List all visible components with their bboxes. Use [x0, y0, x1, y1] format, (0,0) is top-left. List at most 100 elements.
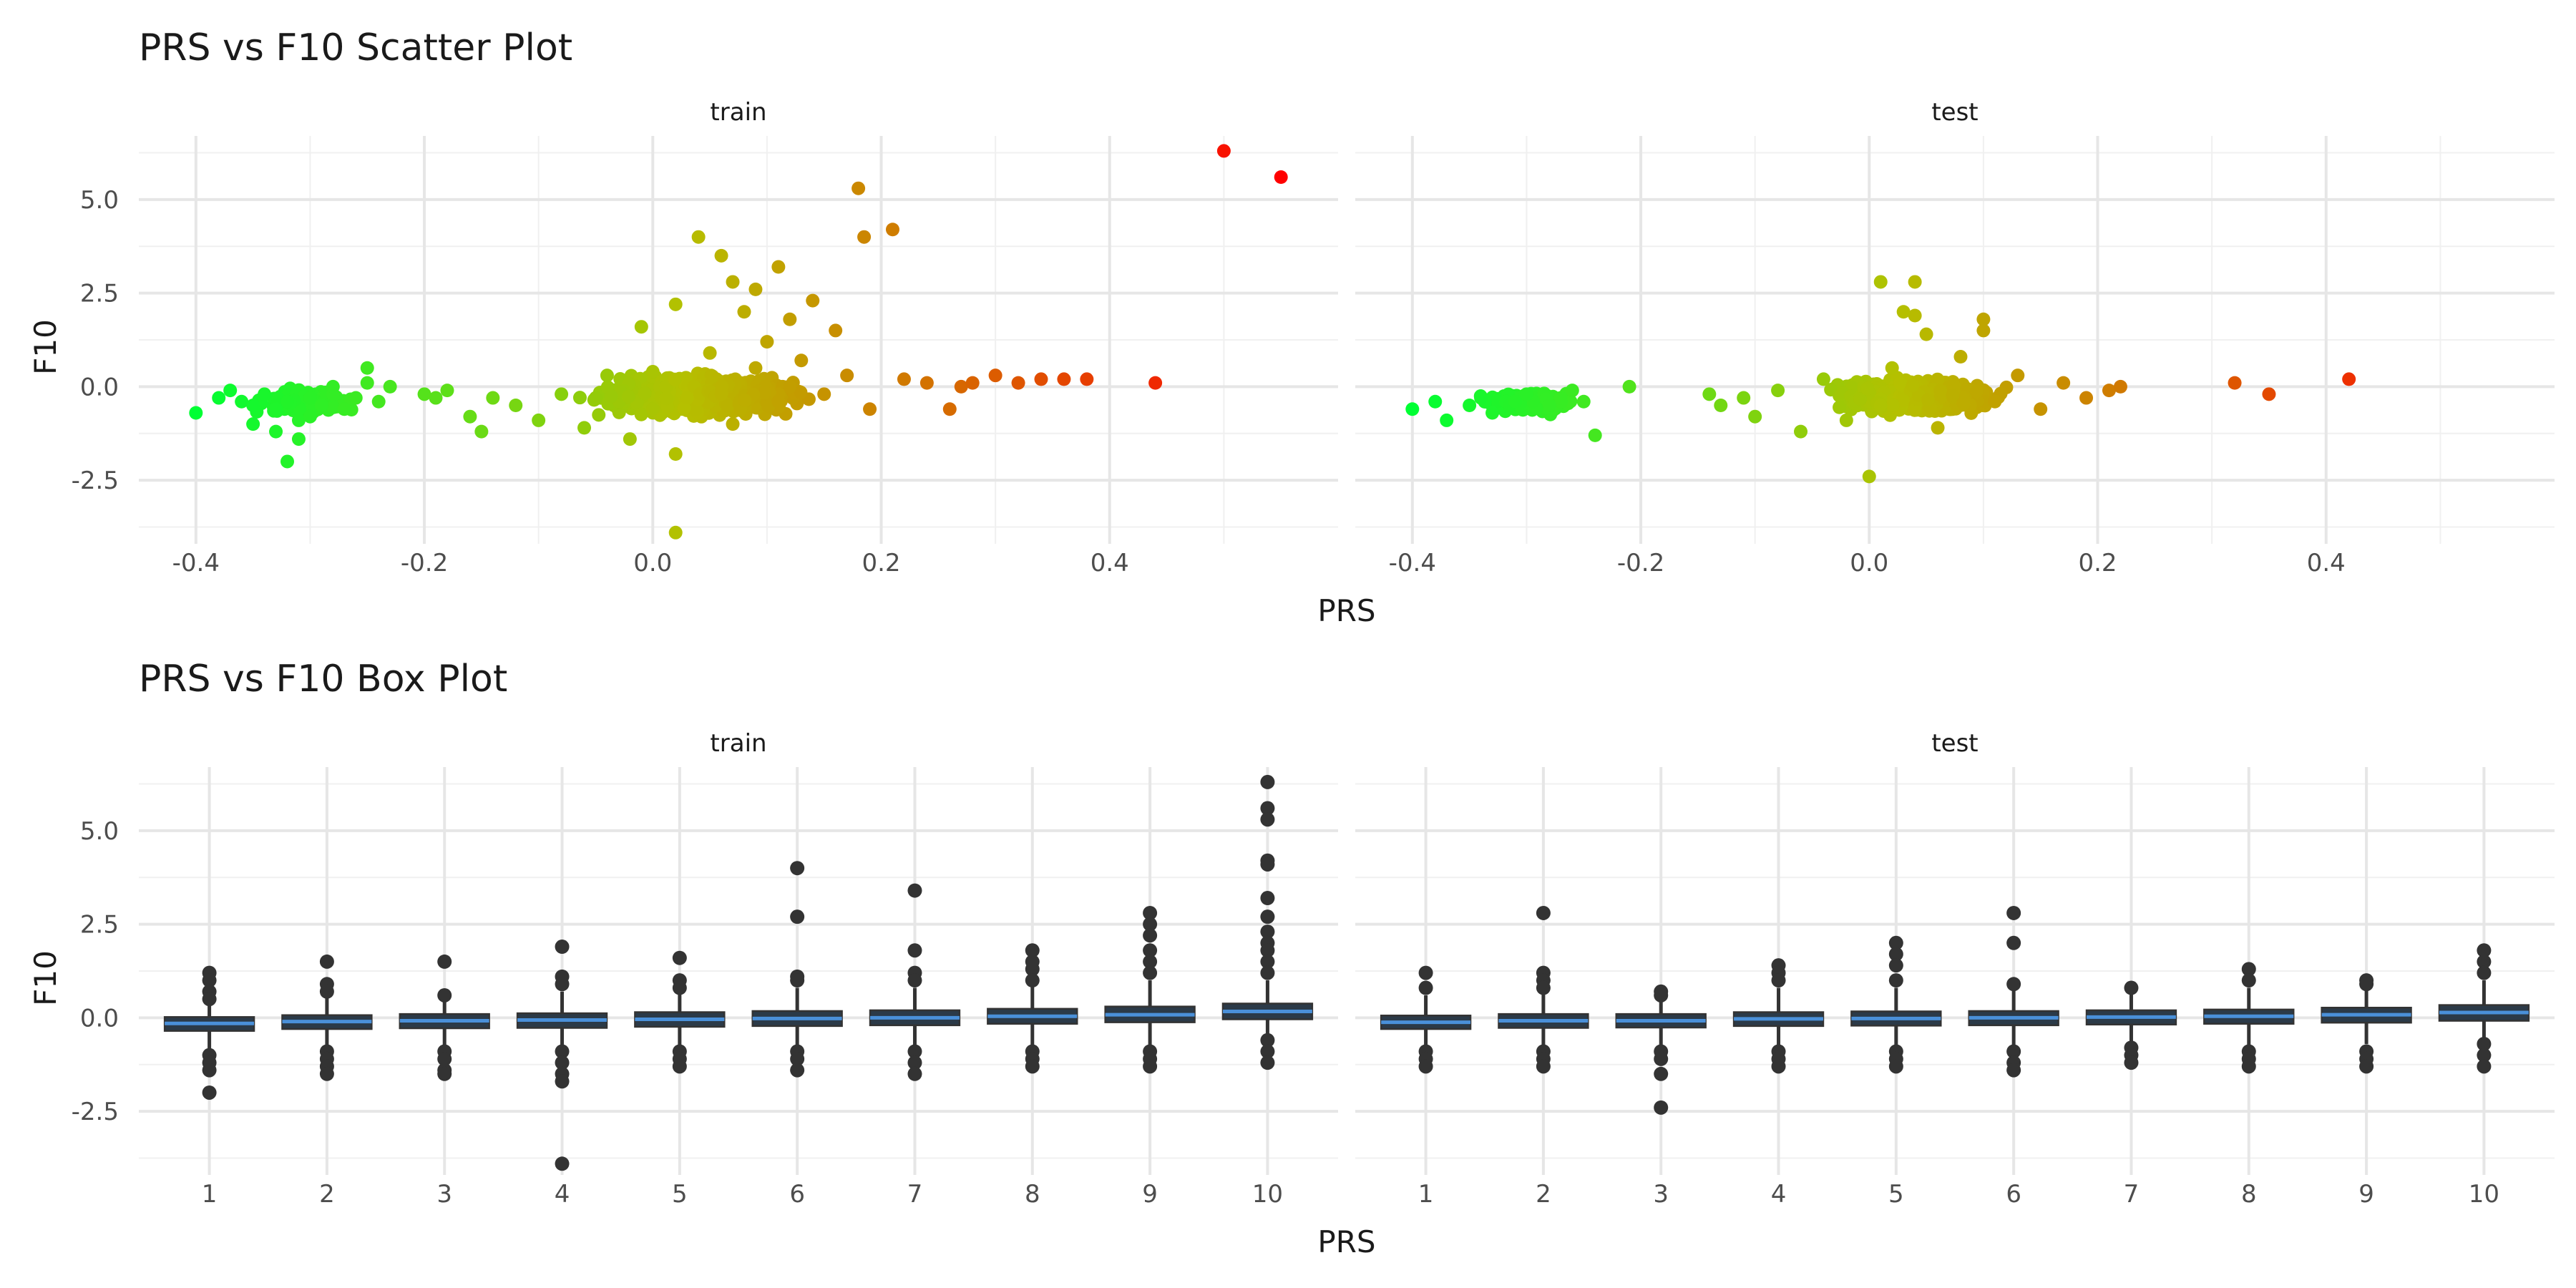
scatter-point — [668, 372, 682, 386]
outlier-point — [1260, 909, 1275, 924]
outlier-point — [1654, 1051, 1669, 1066]
x-tick-label: 9 — [1142, 1180, 1158, 1209]
outlier-point — [2241, 962, 2256, 977]
scatter-point — [1034, 372, 1048, 386]
scatter-point — [634, 407, 648, 421]
scatter-point — [1737, 391, 1751, 405]
scatter-point — [1771, 384, 1785, 398]
scatter-point — [638, 386, 652, 401]
scatter-point — [1956, 391, 1970, 405]
scatter-point — [555, 387, 569, 401]
box-6 — [1968, 905, 2059, 1078]
x-tick-label: -0.4 — [172, 549, 220, 577]
scatter-point — [1748, 409, 1762, 424]
outlier-point — [1025, 962, 1040, 977]
scatter-point — [246, 417, 260, 431]
outlier-point — [1260, 1033, 1275, 1048]
scatter-x-axis-label: PRS — [1317, 593, 1375, 628]
outlier-point — [2124, 980, 2139, 995]
scatter-point — [463, 409, 477, 424]
box-plot: 1 2 3 4 5 6 7 8 9 10 1 2 3 4 5 6 7 8 9 10 -2.5 0.0 2.5 5.0 — [72, 767, 2555, 1209]
scatter-point — [1873, 275, 1888, 289]
scatter-point — [659, 391, 673, 406]
outlier-point — [1143, 905, 1158, 920]
x-tick-label: 6 — [789, 1180, 805, 1209]
outlier-point — [1025, 1059, 1040, 1074]
outlier-point — [555, 1156, 570, 1171]
scatter-point — [1862, 469, 1876, 484]
scatter-point — [1576, 394, 1591, 409]
scatter-point — [817, 387, 831, 401]
scatter-point — [429, 391, 443, 405]
x-tick-label: 9 — [2358, 1180, 2374, 1209]
scatter-point — [1553, 391, 1568, 405]
scatter-point — [303, 409, 317, 424]
scatter-point — [360, 361, 374, 375]
scatter-point — [1885, 361, 1899, 375]
scatter-point — [189, 406, 203, 420]
scatter-point — [1946, 388, 1960, 402]
outlier-point — [2477, 1048, 2492, 1063]
outlier-point — [555, 940, 570, 955]
outlier-point — [437, 987, 452, 1002]
outlier-point — [1418, 980, 1433, 995]
scatter-point — [212, 391, 226, 405]
scatter-point — [726, 275, 740, 289]
scatter-point — [1588, 428, 1602, 442]
scatter-point — [532, 413, 546, 427]
outlier-point — [1025, 943, 1040, 958]
outlier-point — [1536, 905, 1551, 920]
scatter-point — [291, 413, 306, 427]
scatter-point — [474, 424, 489, 439]
x-tick-label: 10 — [2469, 1180, 2499, 1209]
outlier-point — [907, 1055, 922, 1070]
scatter-point — [509, 399, 523, 413]
outlier-point — [1260, 924, 1275, 940]
x-tick-label: 7 — [907, 1180, 923, 1209]
scatter-point — [1405, 402, 1420, 416]
scatter-y-axis-label: F10 — [28, 319, 63, 375]
scatter-panel-train: -0.4 -0.2 0.0 0.2 0.4 — [139, 136, 1338, 577]
x-tick-label: 5 — [672, 1180, 688, 1209]
outlier-point — [1654, 987, 1669, 1002]
scatter-point — [417, 387, 431, 401]
scatter-strip-train: train — [710, 98, 766, 127]
outlier-point — [1888, 958, 1903, 973]
x-tick-label: -0.2 — [1617, 549, 1664, 577]
scatter-point — [280, 394, 295, 409]
scatter-point — [852, 181, 866, 195]
scatter-point — [2228, 376, 2242, 390]
scatter-point — [1148, 376, 1163, 390]
outlier-point — [202, 992, 217, 1007]
outlier-point — [907, 1044, 922, 1059]
scatter-point — [1565, 384, 1579, 398]
box-strip-test: test — [1931, 729, 1978, 758]
outlier-point — [437, 954, 452, 969]
outlier-point — [319, 954, 334, 969]
outlier-point — [1143, 954, 1158, 969]
scatter-point — [337, 402, 351, 416]
scatter-point — [721, 399, 735, 413]
outlier-point — [1771, 973, 1786, 988]
outlier-point — [1260, 1055, 1275, 1070]
outlier-point — [1888, 947, 1903, 962]
y-tick-label: 2.5 — [80, 911, 119, 940]
outlier-point — [2241, 1059, 2256, 1074]
outlier-point — [2477, 1036, 2492, 1051]
y-tick-label: -2.5 — [72, 1098, 119, 1126]
scatter-point — [703, 346, 717, 360]
scatter-point — [1474, 391, 1488, 405]
y-tick-label: 0.0 — [80, 373, 119, 401]
scatter-point — [794, 385, 808, 399]
scatter-point — [942, 402, 957, 416]
scatter-point — [1969, 384, 1984, 399]
outlier-point — [1888, 935, 1903, 950]
x-tick-label: 8 — [2241, 1180, 2257, 1209]
x-tick-label: 1 — [1418, 1180, 1434, 1209]
scatter-point — [2262, 387, 2276, 401]
x-tick-label: 5 — [1888, 1180, 1904, 1209]
scatter-point — [1274, 170, 1288, 185]
scatter-point — [748, 361, 763, 375]
outlier-point — [790, 1063, 805, 1078]
scatter-point — [691, 230, 706, 244]
